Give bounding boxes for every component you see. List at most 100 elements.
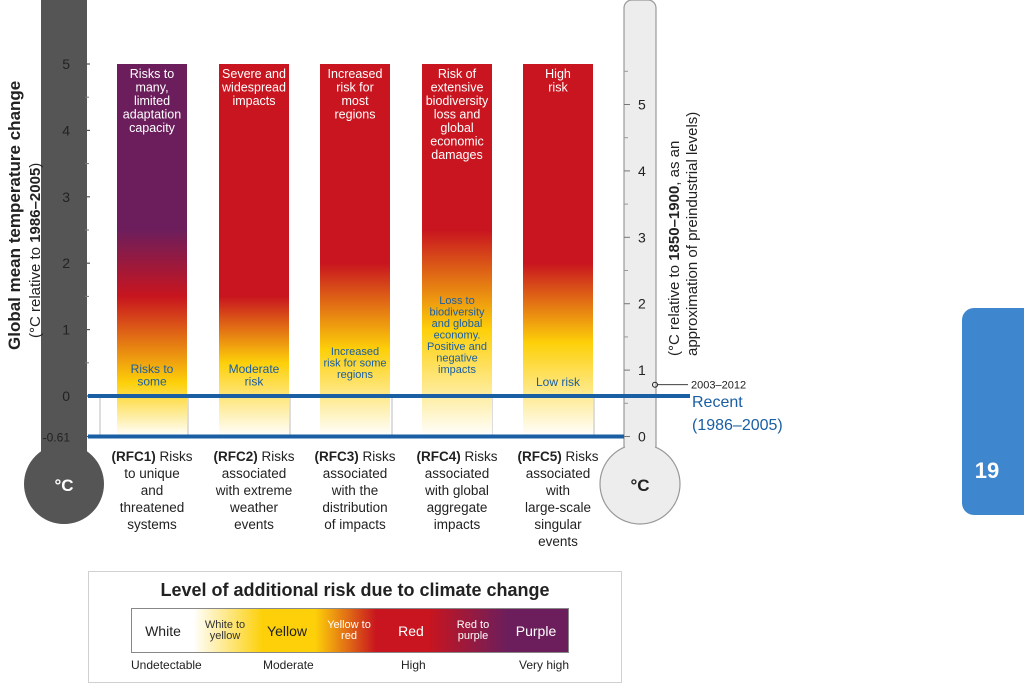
category-caption-line: aggregate	[427, 500, 488, 515]
bar-low-label: Loss to	[439, 295, 474, 307]
bar-rfc1	[117, 64, 187, 437]
category-caption-line: with the	[331, 483, 379, 498]
bar-rfc2	[219, 64, 289, 437]
legend-scale-very-high: Very high	[519, 658, 570, 672]
right-tick-label: 0	[638, 429, 646, 445]
right-tick-label: 2	[638, 296, 646, 312]
recent-label: Recent	[692, 394, 743, 411]
bar-top-label: adaptation	[123, 108, 181, 122]
bar-top-label: risk	[548, 81, 568, 95]
category-id: (RFC2)	[214, 449, 262, 464]
legend-level-red: Red	[398, 622, 424, 639]
category-id: (RFC4)	[417, 449, 465, 464]
category-caption-line: systems	[127, 517, 177, 532]
bar-top-label: Severe and	[222, 67, 286, 81]
bar-top-label: capacity	[129, 121, 176, 135]
category-caption-first: Risks	[262, 449, 295, 464]
left-unit-label: °C	[54, 476, 73, 495]
bar-top-label: Risks to	[130, 67, 175, 81]
category-caption-line: large-scale	[525, 500, 591, 515]
left-thermometer-bulb	[24, 444, 104, 524]
bar-top-label: limited	[134, 94, 170, 108]
left-tick-label: 4	[62, 122, 70, 138]
category-caption-line: singular	[534, 517, 582, 532]
category-caption-first: Risks	[160, 449, 193, 464]
bar-top-label: impacts	[232, 94, 275, 108]
bar-low-label: impacts	[438, 364, 476, 376]
bar-low-label: economy.	[434, 330, 481, 342]
category-caption-line: distribution	[322, 500, 387, 515]
legend-level-white: White	[145, 622, 181, 639]
category-caption-line: to unique	[124, 466, 180, 481]
right-axis-title: (°C relative to 1850–1900, as an	[666, 141, 683, 356]
bar-low-label: risk	[245, 375, 265, 389]
category-caption: (RFC2) Risks	[214, 449, 295, 464]
left-tick-label: 2	[62, 255, 70, 271]
bar-low-label: and global	[432, 318, 483, 330]
category-caption: (RFC4) Risks	[417, 449, 498, 464]
category-caption-first: Risks	[566, 449, 599, 464]
category-caption-line: weather	[229, 500, 279, 515]
category-caption-line: with global	[424, 483, 489, 498]
right-axis-post: , as an	[666, 141, 683, 186]
legend-scale-undetectable: Undetectable	[131, 658, 202, 672]
legend-level-white-to-yellow: White to yellow	[204, 618, 246, 642]
left-tick-label: -0.61	[43, 431, 71, 445]
category-caption-line: threatened	[120, 500, 185, 515]
legend-gradient-bar: White White to yellow Yellow Yellow to r…	[131, 608, 569, 653]
bar-top-label: global	[440, 121, 473, 135]
bar-top-label: regions	[335, 108, 376, 122]
left-tick-label: 1	[62, 322, 70, 338]
right-tick-label: 4	[638, 163, 646, 179]
bar-top-label: widespread	[221, 81, 286, 95]
left-axis-subtitle: (°C relative to 1986–2005)	[27, 163, 44, 338]
legend-level-purple: Purple	[515, 622, 557, 639]
category-caption-first: Risks	[465, 449, 498, 464]
left-axis-sub-pre: (°C relative to	[27, 243, 44, 338]
left-thermometer-stem	[41, 0, 87, 470]
category-caption-line: associated	[526, 466, 591, 481]
bar-top-label: biodiversity	[426, 94, 489, 108]
right-axis-bold: 1850–1900	[666, 186, 683, 261]
category-id: (RFC3)	[315, 449, 363, 464]
category-caption: (RFC1) Risks	[112, 449, 193, 464]
right-axis-pre: (°C relative to	[666, 261, 683, 356]
category-caption: (RFC5) Risks	[518, 449, 599, 464]
bar-rfc3	[320, 64, 390, 437]
category-caption: (RFC3) Risks	[315, 449, 396, 464]
left-tick-label: 0	[62, 388, 70, 404]
category-caption-line: impacts	[434, 517, 481, 532]
category-caption-line: with	[545, 483, 570, 498]
period-marker	[652, 381, 658, 388]
legend-level-red-to-purple: Red to purple	[456, 618, 490, 642]
thermometers: °C °C	[24, 0, 681, 525]
category-caption-line: associated	[323, 466, 388, 481]
bar-top-label: Increased	[328, 67, 383, 81]
legend-title: Level of additional risk due to climate …	[160, 580, 550, 600]
left-tick-label: 5	[62, 56, 70, 72]
recent-period-label: (1986–2005)	[692, 417, 783, 434]
period-label: 2003–2012	[691, 380, 746, 392]
risk-bars	[99, 64, 595, 437]
bar-rfc4	[422, 64, 492, 437]
category-caption-line: events	[538, 534, 578, 549]
bar-top-label: extensive	[431, 81, 484, 95]
category-id: (RFC1)	[112, 449, 160, 464]
bar-low-label: negative	[436, 353, 478, 365]
bar-low-label: some	[137, 375, 167, 389]
category-caption-line: associated	[222, 466, 287, 481]
category-caption-line: and	[141, 483, 164, 498]
bar-top-label: economic	[430, 135, 484, 149]
left-tick-label: 3	[62, 189, 70, 205]
category-caption-line: of impacts	[324, 517, 386, 532]
bar-low-label: Risks to	[131, 362, 174, 376]
reference-lines	[88, 381, 690, 439]
bar-top-label: High	[545, 67, 571, 81]
category-caption-first: Risks	[363, 449, 396, 464]
right-tick-label: 1	[638, 362, 646, 378]
legend-scale-moderate: Moderate	[263, 658, 314, 672]
bar-top-label: risk for	[336, 81, 374, 95]
bar-top-label: many,	[135, 81, 168, 95]
right-thermometer-neck	[625, 440, 655, 490]
